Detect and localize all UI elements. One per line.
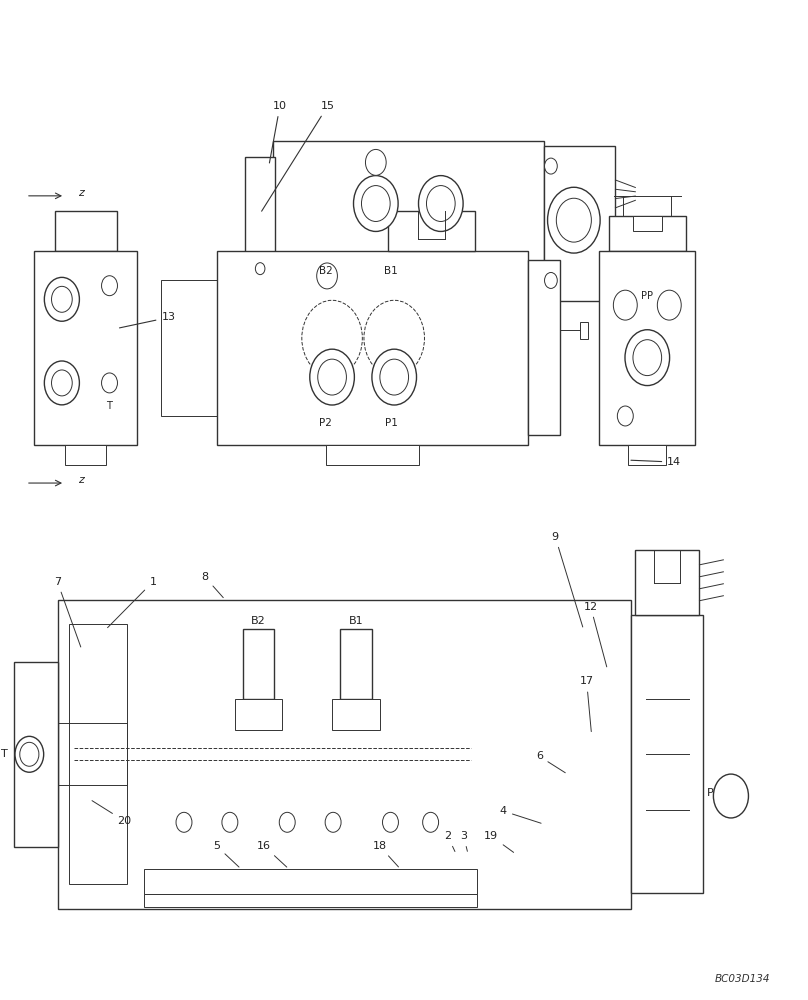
Bar: [58, 600, 631, 909]
Bar: [332, 699, 380, 730]
Text: 13: 13: [120, 312, 175, 328]
Text: 16: 16: [257, 841, 287, 867]
Circle shape: [382, 812, 398, 832]
Circle shape: [372, 349, 416, 405]
Bar: [162, 280, 217, 416]
Circle shape: [613, 290, 638, 320]
Bar: [635, 550, 700, 615]
Text: BC03D134: BC03D134: [715, 974, 771, 984]
Text: T: T: [1, 749, 7, 759]
Bar: [528, 260, 560, 435]
Text: 20: 20: [92, 801, 132, 826]
Text: 19: 19: [484, 831, 514, 852]
Circle shape: [354, 176, 398, 231]
Text: B1: B1: [349, 616, 364, 626]
Circle shape: [419, 176, 463, 231]
Circle shape: [15, 736, 44, 772]
Bar: [633, 216, 662, 231]
Circle shape: [713, 774, 748, 818]
Circle shape: [302, 300, 362, 376]
Text: 18: 18: [372, 841, 398, 867]
Text: B2: B2: [319, 266, 333, 276]
Text: B2: B2: [251, 616, 266, 626]
Bar: [579, 322, 587, 339]
Text: 6: 6: [536, 751, 566, 773]
Text: PP: PP: [707, 788, 721, 798]
Circle shape: [102, 276, 117, 296]
Bar: [326, 445, 419, 465]
Bar: [34, 251, 137, 445]
Bar: [55, 211, 117, 251]
Circle shape: [365, 149, 386, 175]
Bar: [217, 251, 528, 445]
Circle shape: [255, 263, 265, 275]
Bar: [273, 141, 544, 306]
Circle shape: [52, 370, 72, 396]
Circle shape: [309, 349, 355, 405]
Text: P1: P1: [385, 418, 398, 428]
Circle shape: [102, 373, 117, 393]
Circle shape: [361, 186, 390, 221]
Circle shape: [380, 359, 409, 395]
Circle shape: [364, 300, 424, 376]
Text: 5: 5: [213, 841, 239, 867]
Circle shape: [427, 186, 455, 221]
Circle shape: [617, 406, 633, 426]
Bar: [628, 445, 667, 465]
Text: 12: 12: [583, 602, 607, 667]
Circle shape: [545, 158, 558, 174]
Text: 2: 2: [444, 831, 455, 851]
Bar: [631, 615, 703, 893]
Circle shape: [325, 812, 341, 832]
Bar: [609, 216, 685, 251]
Text: 3: 3: [460, 831, 467, 851]
Circle shape: [19, 742, 39, 766]
Text: PP: PP: [642, 291, 654, 301]
Bar: [144, 894, 477, 907]
Circle shape: [633, 340, 662, 376]
Text: 4: 4: [500, 806, 541, 823]
Circle shape: [423, 812, 439, 832]
Circle shape: [557, 198, 591, 242]
Bar: [245, 157, 276, 281]
Text: 1: 1: [107, 577, 157, 628]
Bar: [234, 699, 283, 730]
Bar: [69, 624, 127, 884]
Bar: [544, 146, 616, 301]
Bar: [65, 445, 107, 465]
Circle shape: [548, 187, 600, 253]
Circle shape: [176, 812, 192, 832]
Text: 10: 10: [269, 101, 287, 163]
Circle shape: [658, 290, 681, 320]
Text: T: T: [106, 401, 112, 411]
Circle shape: [545, 272, 558, 288]
Text: 15: 15: [262, 101, 335, 211]
Circle shape: [318, 359, 347, 395]
Circle shape: [280, 812, 295, 832]
Text: 8: 8: [201, 572, 223, 598]
Text: P2: P2: [319, 418, 332, 428]
Text: 9: 9: [552, 532, 583, 627]
Bar: [600, 251, 695, 445]
Bar: [242, 629, 275, 699]
Circle shape: [317, 263, 338, 289]
Circle shape: [44, 277, 79, 321]
Circle shape: [44, 361, 79, 405]
Bar: [340, 629, 372, 699]
Text: z: z: [78, 475, 83, 485]
Bar: [144, 869, 477, 894]
Text: z: z: [78, 188, 83, 198]
Circle shape: [625, 330, 670, 386]
Text: 17: 17: [579, 676, 594, 732]
Text: 14: 14: [631, 457, 681, 467]
Bar: [14, 662, 58, 847]
Circle shape: [52, 286, 72, 312]
Bar: [388, 211, 475, 251]
Text: 7: 7: [54, 577, 81, 647]
Circle shape: [222, 812, 238, 832]
Text: B1: B1: [385, 266, 398, 276]
